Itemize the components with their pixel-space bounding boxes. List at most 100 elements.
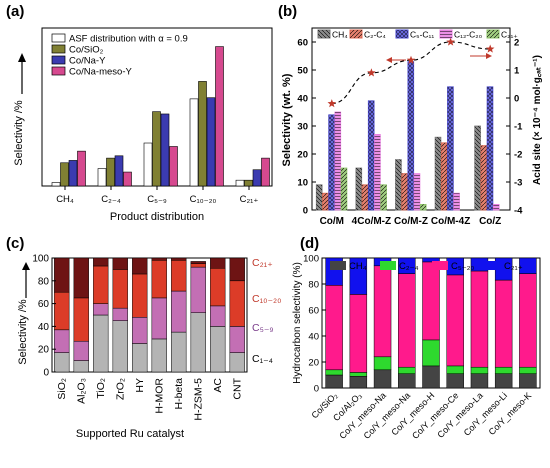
panel-d-bar-segment (470, 366, 489, 374)
panel-c-bar-segment (151, 297, 167, 340)
panel-c-bar-segment (190, 263, 206, 268)
panel-c-bar-segment (210, 257, 226, 269)
panel-label-a: (a) (6, 3, 24, 20)
panel-d-bar-segment (470, 373, 489, 389)
panel-b-bar-pattern (420, 204, 427, 210)
panel-b-ytick-label: 20 (297, 150, 308, 161)
panel-b-ytick-right-label: -3 (514, 178, 522, 189)
panel-c-bar-segment (93, 265, 109, 304)
panel-b-bar-pattern (414, 173, 420, 210)
panel-a-legend-swatch (51, 44, 66, 54)
panel-c-bar-segment (73, 360, 89, 373)
panel-c-bar-segment (171, 257, 187, 261)
panel-b-legend-label: C₂₁₊ (501, 30, 518, 40)
panel-d-bar-segment (349, 376, 368, 389)
panel-b-legend-swatch-pattern (440, 30, 452, 38)
panel-a-bar (235, 179, 245, 187)
panel-b-acid-point (485, 44, 495, 53)
panel-d-legend-swatch (380, 261, 396, 270)
panel-b-xtick-label: Co/M-Z (394, 216, 428, 227)
panel-b-bar-pattern (435, 137, 441, 210)
panel-c-bar-segment (132, 257, 148, 275)
panel-d-bar-segment (470, 270, 489, 368)
panel-c-xtick-label: TiO₂ (95, 378, 107, 399)
panel-b-legend-label: C₁₂-C₂₀ (454, 30, 483, 40)
panel-a-bar (206, 97, 216, 187)
panel-c-xtick-label: CNT (231, 377, 243, 399)
panel-b-ytick-label: 50 (297, 66, 308, 77)
panel-d-ytick-label: 20 (308, 358, 319, 369)
panel-b-bar-pattern (328, 114, 335, 210)
panel-b-ytick-label: 10 (297, 178, 308, 189)
panel-a-bar (123, 171, 132, 187)
panel-c-bar-segment (190, 261, 206, 264)
panel-d-bar-segment (398, 273, 416, 368)
panel-label-c: (c) (6, 235, 24, 252)
panel-d-bar-segment (349, 372, 368, 377)
panel-b-bar-pattern (380, 184, 387, 210)
panel-d-ytick-label: 60 (308, 306, 319, 317)
panel-b-ytick-label: 0 (303, 206, 308, 217)
panel-b-ylabel-right: Acid site (× 10⁻⁴ mol·g꜀ₐₜ⁻¹) (532, 55, 543, 185)
panel-d-legend-label: C₂₋₄ (399, 261, 419, 272)
panel-c-xtick-label: H-beta (173, 378, 185, 410)
panel-a-bar (152, 111, 161, 187)
panel-b-bar-pattern (407, 61, 414, 210)
panel-c-bar-segment (171, 290, 187, 333)
panel-c-bar-segment (190, 266, 206, 313)
panel-a-bar (51, 182, 61, 187)
panel-a-legend-label: Co/SiO₂ (69, 45, 104, 56)
panel-b-bar-pattern (374, 134, 381, 210)
panel-c-bar-segment (73, 297, 89, 342)
panel-d-bar-segment (519, 273, 537, 368)
panel-c-bar-segment (132, 343, 148, 373)
panel-d-bar-segment (349, 257, 368, 295)
panel-b-bar-pattern (401, 173, 408, 210)
panel-d-bar-segment (446, 365, 464, 374)
panel-d-bar-segment (325, 369, 343, 376)
panel-b-acid-point (367, 68, 376, 77)
panel-d-ytick-label: 80 (308, 280, 319, 291)
panel-b-bar-pattern (493, 204, 500, 210)
panel-a-ylabel-arrow (18, 53, 26, 94)
panel-c-bar-segment (210, 305, 226, 327)
panel-d-bar-segment (325, 374, 343, 389)
panel-d-legend-swatch (485, 261, 501, 270)
panel-b-ytick-label: 60 (297, 38, 308, 49)
panel-a-legend-swatch (51, 33, 66, 43)
panel-c-bar-segment (73, 340, 89, 361)
panel-a-bar (143, 142, 153, 187)
panel-d-bar-segment (422, 261, 440, 341)
panel-c-bar-segment (54, 329, 70, 353)
panel-d-legend-swatch (432, 261, 448, 270)
panel-d-bar-segment (325, 285, 343, 371)
panel-b-acid-point (446, 37, 455, 46)
panel-d-bar-segment (519, 366, 537, 374)
panel-a-bar (160, 113, 170, 187)
panel-b-bar-pattern (334, 112, 341, 210)
panel-c-bar-segment (112, 320, 128, 373)
panel-c-series-label: C₅₋₉ (252, 322, 274, 334)
panel-d-legend-swatch (330, 261, 346, 270)
panel-d-bar-segment (519, 257, 537, 274)
panel-b-legend-swatch-pattern (318, 30, 330, 38)
panel-d-bar-segment (422, 365, 440, 389)
panel-c-bar-segment (93, 303, 109, 316)
panel-c-bar-segment (112, 307, 128, 321)
panel-a-xlabel: Product distribution (110, 211, 204, 223)
panel-d-bar-segment (398, 366, 416, 374)
panel-d-bar-segment (398, 373, 416, 389)
panel-b-bar-pattern (487, 86, 493, 210)
panel-b-chart: Selectivity (wt. %) Acid site (× 10⁻⁴ mo… (281, 27, 543, 227)
panel-d-bar-segment (398, 257, 416, 274)
panel-d-bar-segment (349, 294, 368, 373)
panel-a-bar (114, 155, 124, 187)
panel-b-ytick-right-label: -1 (514, 122, 523, 133)
panel-c-xtick-label: HY (134, 378, 146, 393)
panel-a-bar (68, 160, 78, 187)
panel-c-bar-segment (151, 260, 167, 299)
panel-d-bar-segment (519, 373, 537, 389)
panel-c-xtick-label: H-ZSM-5 (192, 378, 204, 421)
panel-b-ytick-label: 30 (297, 122, 308, 133)
panel-c-plot-frame (51, 257, 248, 373)
